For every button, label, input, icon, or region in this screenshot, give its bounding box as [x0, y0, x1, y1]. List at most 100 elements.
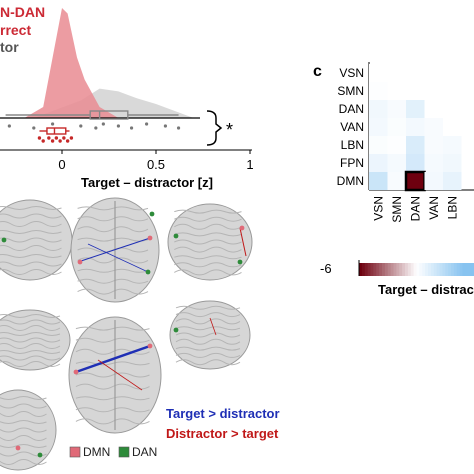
brain-top-2-gyrus [75, 396, 150, 401]
brain-top-gyrus [77, 237, 149, 242]
col-label: DAN [408, 196, 422, 221]
colorbar-step [384, 263, 389, 276]
point-gray [116, 124, 120, 128]
significance-star: * [226, 120, 233, 140]
brain-right-medial-gyrus [175, 332, 241, 338]
node-dmn [147, 235, 153, 241]
density-rrect [24, 8, 119, 118]
brain-left-medial-gyrus [0, 337, 61, 343]
row-label: DAN [339, 102, 364, 116]
colorbar-step [448, 263, 452, 276]
brain-right-medial-gyrus [175, 338, 241, 345]
row-label: VSN [339, 66, 364, 80]
point-gray [176, 126, 181, 130]
brain-bottom-gyrus [0, 396, 47, 400]
brain-right-medial-gyrus [175, 305, 241, 310]
legend-title: N-DAN [0, 4, 45, 20]
heatmap-cell [369, 136, 388, 154]
x-ticks: 0 0.5 1 [58, 150, 254, 172]
colorbar-step [364, 263, 369, 276]
brain-right-medial [169, 300, 251, 370]
colorbar-step [396, 263, 400, 276]
heatmap-cell-highlight [404, 170, 426, 192]
colorbar-step [451, 263, 455, 276]
colorbar-step [405, 263, 409, 276]
x-tick-label: 1 [246, 157, 253, 172]
brain-bottom-outline [0, 389, 57, 471]
heatmap-cell [406, 100, 425, 118]
node-dan [1, 237, 7, 243]
brain-bottom-gyrus [0, 435, 47, 441]
colorbar-step [367, 263, 371, 276]
colorbar-step [410, 263, 415, 276]
heatmap-cell [387, 100, 406, 118]
heatmap-cell [387, 172, 406, 190]
colorbar-step [465, 263, 469, 276]
node-dmn [147, 343, 153, 349]
col-label: SMN [390, 196, 404, 223]
heatmap-cell [369, 64, 388, 82]
node-dmn [73, 369, 79, 375]
colorbar-step [471, 263, 474, 276]
heatmap-cell [424, 118, 443, 136]
brain-top-2 [68, 316, 162, 434]
brain-top-gyrus [77, 216, 149, 222]
colorbar-step [425, 263, 429, 276]
colorbar-step [430, 263, 435, 276]
brain-left-medial-gyrus [0, 319, 61, 325]
panel-c: c VSN SMN DAN VAN LBN FPN DMN VSN SMN DAN VAN LBN -… [313, 62, 474, 297]
row-label: LBN [341, 138, 364, 152]
brain-right-lateral-gyrus [174, 262, 242, 268]
heatmap-cell [369, 154, 388, 172]
brain-left-medial-gyrus [0, 314, 61, 318]
brain-left-medial-gyrus [0, 343, 61, 349]
brain-bottom [0, 389, 57, 471]
point-gray [129, 126, 134, 130]
brain-right-lateral-gyrus [174, 232, 242, 237]
brain-left-medial-gyrus [0, 355, 61, 361]
colorbar-step [376, 263, 380, 276]
heatmap-cell [406, 154, 425, 172]
node-dmn [239, 225, 245, 231]
significance-bracket [206, 110, 223, 146]
colorbar-step [456, 263, 461, 276]
connection-target [77, 237, 151, 263]
brain-right-medial-gyrus [175, 312, 241, 318]
heatmap-cell [387, 82, 406, 100]
brain-right-medial-outline [169, 300, 251, 370]
heatmap-cell [443, 172, 462, 190]
heatmap: VSN SMN DAN VAN LBN FPN DMN VSN SMN DAN VAN LBN [337, 62, 474, 223]
brain-left-lateral-gyrus [0, 245, 62, 251]
colorbar-step [416, 263, 420, 276]
brain-left-lateral-gyrus [0, 254, 62, 258]
point-red [58, 139, 62, 143]
heatmap-cell [387, 136, 406, 154]
heatmap-cell [406, 136, 425, 154]
colorbar-step [402, 263, 406, 276]
brain-right-lateral-outline [167, 203, 253, 281]
brain-top-2-gyrus [75, 326, 150, 331]
colorbar-step [453, 263, 458, 276]
brain-left-medial-gyrus [0, 332, 61, 336]
point-gray [51, 122, 55, 126]
colorbar-step [390, 263, 394, 276]
brain-right-lateral-gyrus [174, 255, 242, 260]
brain-left-medial [0, 309, 71, 371]
point-red [37, 136, 42, 140]
node-dmn [15, 445, 21, 451]
col-label: VAN [427, 196, 441, 220]
colorbar-step [462, 263, 466, 276]
brain-left-lateral-gyrus [0, 237, 62, 243]
brain-bottom-gyrus [0, 411, 47, 417]
brain-top-gyrus [77, 268, 149, 273]
heatmap-cell [424, 172, 443, 190]
brain-left-medial-gyrus [0, 361, 61, 367]
brain-bottom-gyrus [0, 420, 47, 424]
brain-left-lateral-gyrus [0, 230, 62, 234]
heatmap-cell [369, 172, 388, 190]
colorbar-step [413, 263, 417, 276]
legend-correct: rrect [0, 22, 31, 38]
boxplot-red-box [46, 127, 67, 135]
point-red [47, 136, 51, 140]
